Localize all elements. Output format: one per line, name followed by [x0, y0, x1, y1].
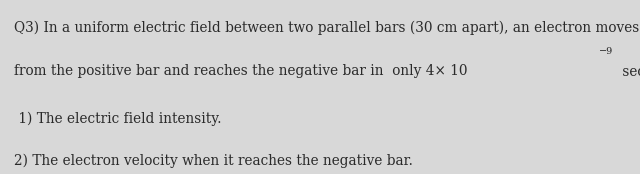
Text: 1) The electric field intensity.: 1) The electric field intensity.	[14, 111, 221, 126]
Text: from the positive bar and reaches the negative bar in  only 4× 10: from the positive bar and reaches the ne…	[14, 64, 468, 78]
Text: −9: −9	[599, 47, 614, 56]
Text: 2) The electron velocity when it reaches the negative bar.: 2) The electron velocity when it reaches…	[14, 153, 413, 168]
Text: Q3) In a uniform electric field between two parallel bars (30 cm apart), an elec: Q3) In a uniform electric field between …	[14, 21, 640, 35]
Text: sec., determine:: sec., determine:	[618, 64, 640, 78]
